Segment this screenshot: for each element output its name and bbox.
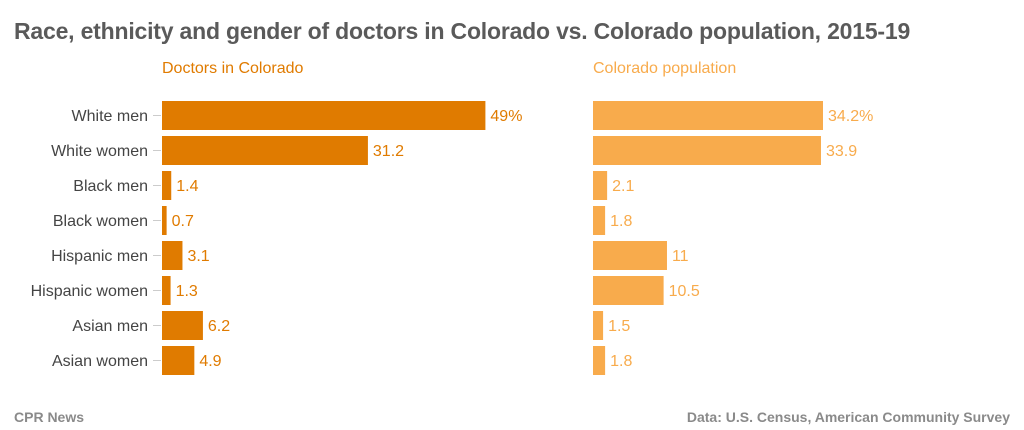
bar-population-black-men bbox=[593, 171, 608, 200]
value-label-doctors-asian-women: 4.9 bbox=[199, 353, 221, 370]
category-label-hispanic-women: Hispanic women bbox=[31, 283, 148, 300]
chart-title: Race, ethnicity and gender of doctors in… bbox=[14, 18, 911, 44]
panel-title-doctors: Doctors in Colorado bbox=[162, 60, 304, 77]
category-label-black-women: Black women bbox=[53, 213, 148, 230]
value-label-population-black-women: 1.8 bbox=[610, 213, 632, 230]
category-label-white-men: White men bbox=[72, 108, 148, 125]
bar-doctors-black-men bbox=[162, 171, 172, 200]
bar-population-asian-men bbox=[593, 311, 604, 340]
value-label-population-black-men: 2.1 bbox=[612, 178, 634, 195]
category-label-asian-men: Asian men bbox=[72, 318, 148, 335]
value-label-doctors-white-men: 49% bbox=[490, 108, 522, 125]
bar-doctors-hispanic-women bbox=[162, 276, 171, 305]
value-label-doctors-hispanic-men: 3.1 bbox=[187, 248, 209, 265]
value-label-population-white-women: 33.9 bbox=[826, 143, 857, 160]
bar-population-white-men bbox=[593, 101, 823, 130]
bar-chart: White men White women Black men Black women… bbox=[31, 101, 873, 375]
value-label-doctors-asian-men: 6.2 bbox=[208, 318, 230, 335]
value-label-population-white-men: 34.2% bbox=[828, 108, 873, 125]
bar-doctors-white-men bbox=[162, 101, 486, 130]
value-label-doctors-white-women: 31.2 bbox=[373, 143, 404, 160]
bar-population-asian-women bbox=[593, 346, 606, 375]
bar-doctors-asian-men bbox=[162, 311, 203, 340]
category-label-asian-women: Asian women bbox=[52, 353, 148, 370]
category-label-white-women: White women bbox=[51, 143, 148, 160]
bar-doctors-asian-women bbox=[162, 346, 195, 375]
value-label-population-asian-men: 1.5 bbox=[608, 318, 630, 335]
bar-population-black-women bbox=[593, 206, 606, 235]
value-label-population-hispanic-women: 10.5 bbox=[669, 283, 700, 300]
footer-source-right: Data: U.S. Census, American Community Su… bbox=[686, 409, 1010, 425]
value-label-doctors-black-men: 1.4 bbox=[176, 178, 198, 195]
value-label-population-asian-women: 1.8 bbox=[610, 353, 632, 370]
value-label-doctors-black-women: 0.7 bbox=[172, 213, 194, 230]
panel-title-population: Colorado population bbox=[593, 60, 737, 77]
category-label-hispanic-men: Hispanic men bbox=[51, 248, 148, 265]
bar-doctors-hispanic-men bbox=[162, 241, 183, 270]
bar-population-hispanic-women bbox=[593, 276, 664, 305]
bar-population-hispanic-men bbox=[593, 241, 667, 270]
bar-doctors-black-women bbox=[162, 206, 167, 235]
bar-population-white-women bbox=[593, 136, 821, 165]
footer-source-left: CPR News bbox=[14, 409, 85, 425]
category-label-black-men: Black men bbox=[73, 178, 148, 195]
bar-doctors-white-women bbox=[162, 136, 368, 165]
value-label-doctors-hispanic-women: 1.3 bbox=[176, 283, 198, 300]
value-label-population-hispanic-men: 11 bbox=[672, 248, 689, 265]
